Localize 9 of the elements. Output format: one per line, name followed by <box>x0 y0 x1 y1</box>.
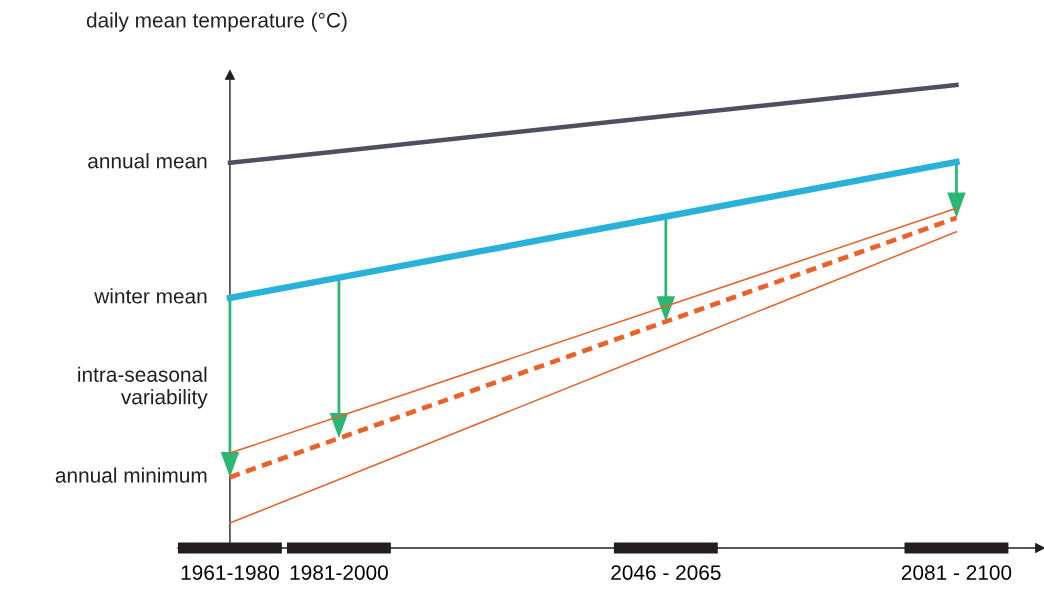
x-tick-label: 1981-2000 <box>290 565 388 580</box>
x-tick-label: 2081 - 2100 <box>901 565 1012 580</box>
text: intra-seasonal variability <box>78 366 208 409</box>
annotation: annual mean <box>88 153 207 169</box>
x-tick-label: 1961-1980 <box>181 565 279 580</box>
x-tick-label: 2046 - 2065 <box>611 565 721 580</box>
annotation: winter mean <box>94 288 207 304</box>
y-axis-title: daily mean temperature (°C) <box>86 12 347 32</box>
annotation: annual minimum <box>55 467 207 483</box>
